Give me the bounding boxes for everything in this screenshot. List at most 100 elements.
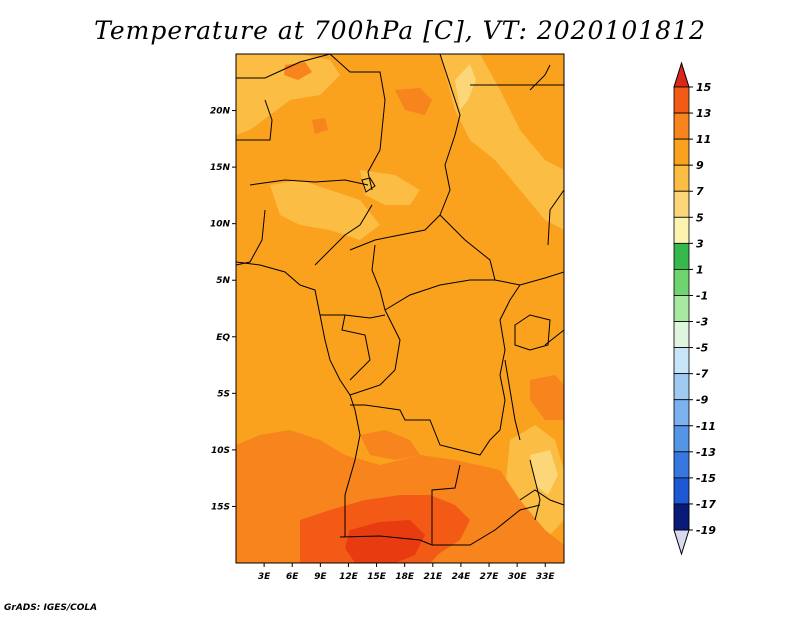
field-region-5c-southeast: [530, 450, 558, 495]
colorbar-bottom-arrow: [673, 529, 690, 556]
colorbar-label-9: 9: [696, 159, 704, 172]
border-kenya-tanzania: [544, 329, 564, 346]
colorbar-label-minus17: -17: [696, 498, 716, 511]
colorbar-bin-minus3-to-minus5: [673, 321, 690, 348]
border-south-sudan-uganda: [494, 271, 564, 286]
border-niger-nigeria: [249, 179, 369, 186]
latitude-axis: 20N 15N 10N 5N EQ 5S 10S 15S: [210, 107, 236, 512]
border-angola-zambia: [431, 464, 461, 545]
colorbar-label-minus7: -7: [696, 368, 709, 381]
field-region-11c-angola: [360, 430, 420, 460]
colorbar-bin-minus1-to-minus3: [673, 295, 690, 322]
colorbar-label-minus5: -5: [696, 342, 709, 355]
grads-credit: GrADS: IGES/COLA: [4, 603, 98, 613]
colorbar-bin-15-to-13: [673, 86, 690, 114]
colorbar-label-minus9: -9: [696, 394, 709, 407]
border-angola-coast: [344, 409, 361, 537]
colorbar-label-minus3: -3: [696, 316, 709, 329]
border-car-south-sudan: [439, 214, 496, 281]
border-angola-namibia: [339, 535, 433, 546]
lat-label-eq: EQ: [216, 333, 230, 343]
border-drc-east: [499, 284, 521, 376]
lon-label-9e: 9E: [314, 572, 327, 582]
colorbar-label-3: 3: [696, 237, 704, 250]
border-chad-car: [349, 214, 441, 251]
colorbar-bin-minus13-to-minus15: [673, 451, 690, 479]
map-plot-area: 20N 15N 10N 5N EQ 5S 10S 15S 3E 6E 9E 12E 15E 18E 21E…: [210, 53, 565, 582]
border-lake-tanganyika: [504, 359, 521, 441]
border-algeria-niger: [236, 54, 331, 79]
lat-label-20n: 20N: [210, 107, 231, 117]
colorbar-label-5: 5: [696, 211, 704, 224]
colorbar-bin-7-to-5: [673, 190, 690, 218]
colorbar-label-7: 7: [696, 185, 704, 198]
lon-label-15e: 15E: [367, 572, 387, 582]
colorbar-bin-5-to-3: [673, 216, 690, 244]
border-libya-niger: [329, 54, 386, 101]
border-drc-angola: [350, 404, 461, 451]
colorbar-label-minus11: -11: [696, 420, 716, 433]
border-gabon-coast: [319, 314, 356, 411]
border-cameroon-gabon: [320, 314, 386, 319]
colorbar-bin-9-to-7: [673, 164, 690, 192]
colorbar: 15 13 11 9 7 5 3 1 -1 -3 -5 -7 -9 -11 -13 -15 -17 -19: [673, 61, 716, 556]
colorbar-bin-11-to-9: [673, 138, 690, 166]
colorbar-bin-minus9-to-minus11: [673, 399, 690, 427]
lon-label-12e: 12E: [339, 572, 359, 582]
border-car-drc: [384, 279, 495, 311]
lon-label-21e: 21E: [423, 572, 443, 582]
colorbar-bin-1-to-minus1: [673, 269, 690, 296]
lon-label-24e: 24E: [452, 572, 472, 582]
longitude-axis: 3E 6E 9E 12E 15E 18E 21E 24E 27E 30E 33E: [258, 563, 556, 582]
colorbar-bin-13-to-11: [673, 112, 690, 140]
field-region-7c-sahel: [270, 180, 380, 240]
field-region-7c-north: [236, 54, 340, 135]
colorbar-label-15: 15: [696, 81, 712, 94]
colorbar-bin-minus5-to-minus7: [673, 347, 690, 375]
border-red-sea-coast: [529, 64, 551, 91]
border-nigeria-cameroon: [314, 204, 373, 266]
lat-label-10s: 10S: [211, 446, 230, 456]
colorbar-label-1: 1: [696, 263, 704, 276]
colorbar-label-11: 11: [696, 133, 711, 146]
border-niger-chad: [367, 99, 386, 191]
lon-label-18e: 18E: [395, 572, 415, 582]
field-region-7c-ne-strip: [455, 64, 476, 110]
border-chad-sudan: [439, 54, 461, 216]
lon-label-6e: 6E: [286, 572, 299, 582]
colorbar-label-minus1: -1: [696, 289, 708, 302]
lat-label-10n: 10N: [210, 220, 231, 230]
temperature-field: [236, 54, 564, 563]
field-region-7c-east: [440, 54, 564, 230]
field-region-11c-north-b: [395, 88, 432, 115]
border-mali-niger: [236, 99, 273, 141]
border-gabon-congo: [341, 314, 371, 381]
map-frame: [235, 53, 565, 564]
border-drc-zambia: [459, 374, 506, 456]
field-region-15c-south: [345, 520, 425, 563]
border-lake-victoria: [514, 314, 551, 351]
border-tanzania-mozambique: [519, 489, 564, 506]
colorbar-top-arrow: [673, 61, 690, 88]
lat-label-5n: 5N: [216, 276, 230, 286]
field-region-11c-north-c: [312, 118, 328, 134]
border-ghana-togo-benin: [236, 209, 266, 266]
colorbar-bin-minus17-to-minus19: [673, 503, 690, 531]
chart-title: Temperature at 700hPa [C], VT: 202010181…: [94, 16, 706, 45]
lon-label-3e: 3E: [258, 572, 271, 582]
colorbar-label-13: 13: [696, 107, 712, 120]
lon-label-33e: 33E: [536, 572, 556, 582]
border-zambia-south: [432, 504, 541, 546]
border-west-coast-gulf: [236, 261, 321, 316]
country-borders: [236, 54, 564, 546]
border-congo-drc: [349, 309, 401, 396]
lat-label-15n: 15N: [210, 163, 231, 173]
field-region-7c-central: [360, 170, 420, 205]
lon-label-27e: 27E: [480, 572, 500, 582]
colorbar-bin-minus7-to-minus9: [673, 373, 690, 401]
border-cameroon-car: [371, 244, 386, 311]
colorbar-label-minus13: -13: [696, 446, 716, 459]
colorbar-bin-3-to-1: [673, 242, 690, 270]
field-region-11c-east: [530, 375, 564, 420]
